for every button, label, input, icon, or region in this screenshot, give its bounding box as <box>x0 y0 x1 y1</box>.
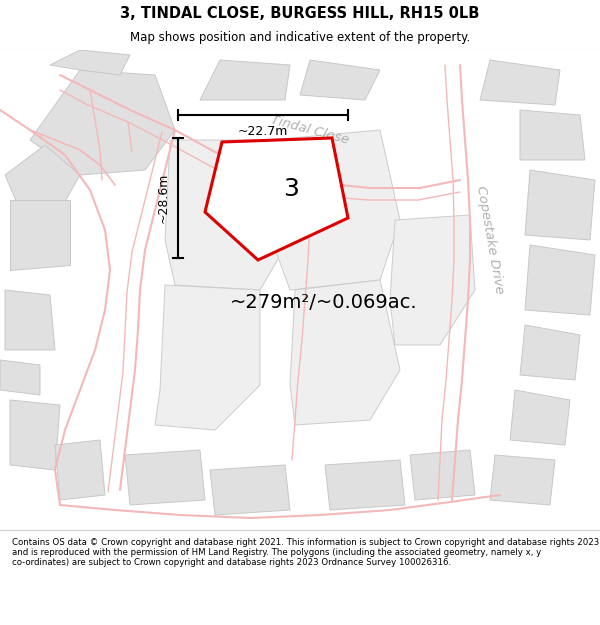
Polygon shape <box>5 145 80 210</box>
Polygon shape <box>210 465 290 515</box>
Polygon shape <box>390 215 475 345</box>
Polygon shape <box>480 60 560 105</box>
Polygon shape <box>410 450 475 500</box>
Text: ~279m²/~0.069ac.: ~279m²/~0.069ac. <box>230 292 418 311</box>
Polygon shape <box>200 60 290 100</box>
Text: Contains OS data © Crown copyright and database right 2021. This information is : Contains OS data © Crown copyright and d… <box>12 538 599 568</box>
Text: ~28.6m: ~28.6m <box>157 173 170 223</box>
Polygon shape <box>50 50 130 75</box>
Polygon shape <box>525 170 595 240</box>
Polygon shape <box>300 60 380 100</box>
Text: Map shows position and indicative extent of the property.: Map shows position and indicative extent… <box>130 31 470 44</box>
Polygon shape <box>125 450 205 505</box>
Text: ~22.7m: ~22.7m <box>238 125 288 138</box>
Text: Tindal Close: Tindal Close <box>269 113 350 147</box>
Polygon shape <box>55 440 105 500</box>
Polygon shape <box>525 245 595 315</box>
Polygon shape <box>205 138 348 260</box>
Polygon shape <box>520 110 585 160</box>
Polygon shape <box>30 70 175 175</box>
Polygon shape <box>10 200 70 270</box>
Polygon shape <box>0 360 40 395</box>
Polygon shape <box>155 285 260 430</box>
Polygon shape <box>510 390 570 445</box>
Polygon shape <box>10 400 60 470</box>
Text: 3: 3 <box>283 177 299 201</box>
Polygon shape <box>5 290 55 350</box>
Polygon shape <box>520 325 580 380</box>
Polygon shape <box>490 455 555 505</box>
Polygon shape <box>270 130 400 290</box>
Polygon shape <box>290 280 400 425</box>
Text: Copestake Drive: Copestake Drive <box>474 185 506 295</box>
Polygon shape <box>325 460 405 510</box>
Polygon shape <box>165 140 295 290</box>
Text: 3, TINDAL CLOSE, BURGESS HILL, RH15 0LB: 3, TINDAL CLOSE, BURGESS HILL, RH15 0LB <box>121 6 479 21</box>
